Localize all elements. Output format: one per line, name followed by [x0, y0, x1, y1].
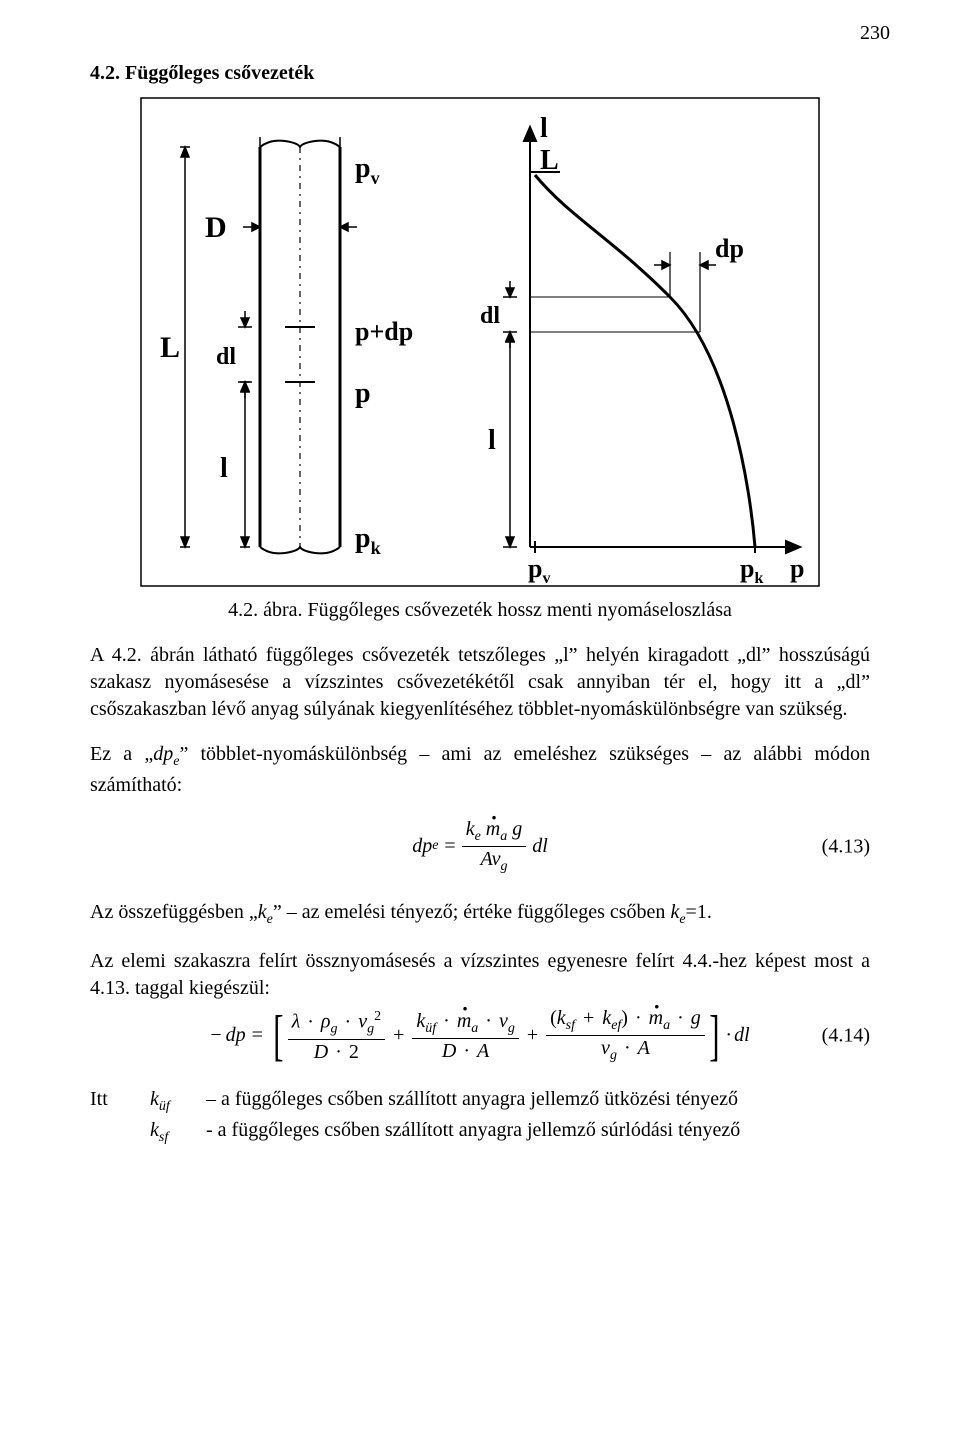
equation-4-14: − dp = [ λ · ρg · vg2 D · 2 + küf · ma ·… [90, 1008, 870, 1064]
mdot-icon: m [486, 819, 500, 839]
label-p-pipe: p [355, 378, 371, 409]
definitions: Itt küf – a függőleges csőben szállított… [90, 1086, 870, 1148]
right-bracket-icon: ] [709, 1008, 719, 1064]
paragraph-4: Az elemi szakaszra felírt össznyomásesés… [90, 948, 870, 1002]
figure-svg: D L l dl pv p+dp p pk [140, 97, 820, 587]
label-l-leftpipe: l [220, 453, 228, 484]
figure-4-2: D L l dl pv p+dp p pk [90, 97, 870, 587]
xaxis-p: p [790, 554, 804, 583]
paragraph-1: A 4.2. ábrán látható függőleges csővezet… [90, 642, 870, 723]
label-dp-chart: dp [715, 234, 744, 263]
section-title: 4.2. Függőleges csővezeték [90, 60, 870, 87]
equation-4-13: dpe = ke ma g Avg dl (4.13) [90, 817, 870, 877]
label-D: D [205, 211, 227, 244]
page-number: 230 [860, 20, 890, 47]
label-l-chart: l [488, 425, 496, 456]
defs-lead: Itt [90, 1086, 150, 1117]
defs-sym-2: ksf [150, 1117, 206, 1148]
paragraph-2: Ez a „dpe” többlet-nyomáskülönbség – ami… [90, 741, 870, 799]
eq-num-4-14: (4.14) [822, 1022, 870, 1049]
label-pdp: p+dp [355, 317, 413, 346]
defs-txt-2: - a függőleges csőben szállított anyagra… [206, 1117, 870, 1148]
eq-num-4-13: (4.13) [822, 833, 870, 860]
defs-txt-1: – a függőleges csőben szállított anyagra… [206, 1086, 870, 1117]
left-bracket-icon: [ [273, 1008, 283, 1064]
defs-sym-1: küf [150, 1086, 206, 1117]
label-dl-leftpipe: dl [216, 344, 236, 370]
axis-label-l: l [540, 113, 548, 144]
label-dl-chart: dl [480, 303, 500, 329]
figure-caption: 4.2. ábra. Függőleges csővezeték hossz m… [90, 597, 870, 624]
label-L-left: L [160, 331, 180, 364]
paragraph-3: Az összefüggésben „ke” – az emelési tény… [90, 899, 870, 930]
